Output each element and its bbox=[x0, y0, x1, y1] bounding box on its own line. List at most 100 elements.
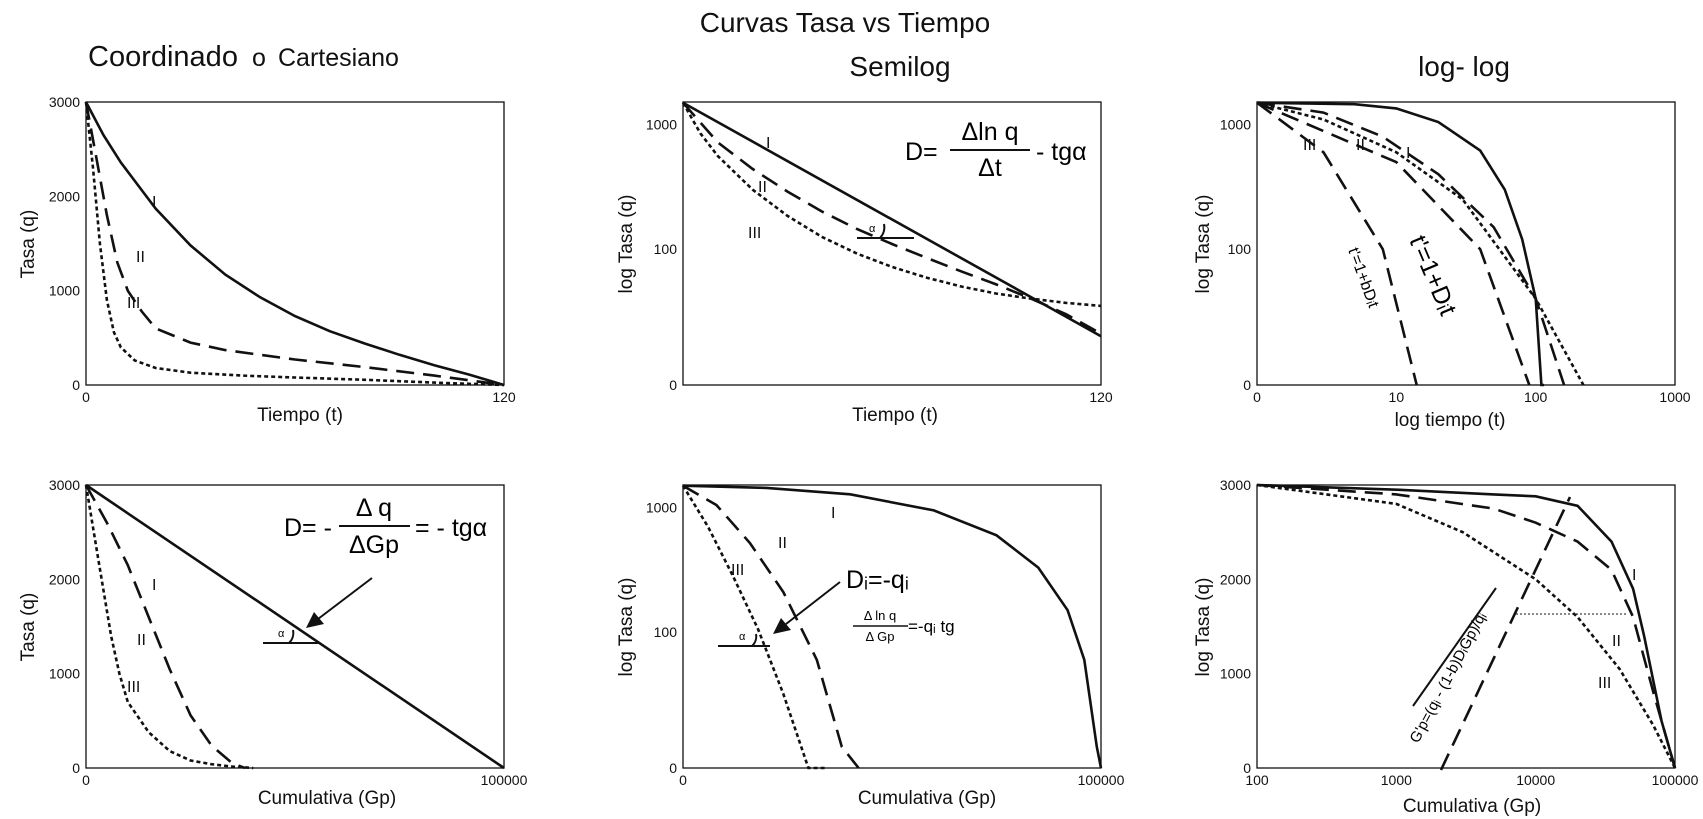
x-tick-label: 10 bbox=[1389, 389, 1405, 405]
curve-III bbox=[681, 102, 1102, 308]
alpha-symbol: α bbox=[869, 223, 876, 235]
panel-loglog-bottom: 100 1000 10000 100000 0 1000 2000 3000 I II III… bbox=[1193, 477, 1699, 817]
x-axis-label: Tiempo (t) bbox=[852, 405, 938, 426]
y-tick-label: 1000 bbox=[49, 666, 80, 682]
x-tick-label: 0 bbox=[679, 772, 687, 788]
formula-cart-bottom: D= - Δ q ΔGp = - tgα bbox=[284, 494, 487, 559]
plot-frame bbox=[682, 484, 1102, 769]
curve-III bbox=[1256, 483, 1677, 769]
panel-cartesian-bottom: 0 100000 0 1000 2000 3000 I II III α D= - Δ q… bbox=[18, 477, 528, 809]
formula-D: D= bbox=[905, 138, 938, 166]
alpha-arc bbox=[879, 223, 886, 239]
formula-tail: = - tgα bbox=[415, 514, 487, 542]
curve-I bbox=[682, 101, 1102, 338]
y-axis-label: Tasa (q) bbox=[18, 210, 39, 279]
curve-label-III: III bbox=[127, 295, 140, 312]
y-axis-label: log Tasa (q) bbox=[616, 195, 637, 294]
semilog-title: Semilog bbox=[849, 51, 950, 82]
curve-III bbox=[681, 485, 826, 770]
x-axis-label: Cumulativa (Gp) bbox=[1403, 796, 1541, 817]
plot-frame bbox=[85, 101, 505, 386]
curve-label-III: III bbox=[748, 225, 761, 242]
y-tick-label: 0 bbox=[72, 377, 80, 393]
x-tick-label: 120 bbox=[1089, 389, 1113, 405]
x-tick-label: 0 bbox=[82, 772, 90, 788]
curve-label-II: II bbox=[758, 179, 767, 196]
y-tick-label: 1000 bbox=[646, 500, 677, 516]
formula-loglog-bottom: G'p=(qᵢ - (1-b)DᵢGp)/qᵢ bbox=[1407, 610, 1490, 746]
x-tick-label: 0 bbox=[1253, 389, 1261, 405]
curve-II bbox=[1256, 483, 1677, 769]
panel-semilog-bottom: 0 100000 0 100 1000 I II III α Dᵢ=-qᵢ Δ ln q… bbox=[616, 484, 1125, 809]
main-title: Curvas Tasa vs Tiempo bbox=[700, 7, 991, 38]
cartesian-title-part2: Cartesiano bbox=[278, 44, 399, 72]
curve-label-III: III bbox=[1303, 137, 1316, 154]
x-tick-label: 100 bbox=[1245, 772, 1269, 788]
y-tick-label: 1000 bbox=[49, 283, 80, 299]
formula-num: Δln q bbox=[961, 118, 1018, 146]
x-tick-label: 10000 bbox=[1516, 772, 1555, 788]
arrow-shaft bbox=[785, 581, 841, 625]
diagonal-guide-line bbox=[1439, 496, 1572, 771]
panel-cartesian-top: 0 120 0 1000 2000 3000 I II III Tiempo (t) Ta… bbox=[18, 94, 516, 426]
plot-frame bbox=[1256, 101, 1676, 386]
y-tick-label: 0 bbox=[1243, 760, 1251, 776]
loglog-title: log- log bbox=[1418, 51, 1510, 82]
y-tick-label: 0 bbox=[1243, 377, 1251, 393]
curve-label-II: II bbox=[136, 249, 145, 266]
formula-D: D= - bbox=[284, 514, 332, 542]
alpha-symbol: α bbox=[739, 631, 746, 643]
y-axis-label: log Tasa (q) bbox=[1193, 578, 1214, 677]
x-tick-label: 100 bbox=[1524, 389, 1548, 405]
formula-den: Δ Gp bbox=[866, 629, 895, 644]
curve-I bbox=[1256, 483, 1677, 769]
arrow-head bbox=[773, 618, 791, 634]
y-tick-label: 100 bbox=[654, 624, 678, 640]
x-axis-label: Cumulativa (Gp) bbox=[258, 788, 396, 809]
curve-I bbox=[84, 101, 505, 387]
y-tick-label: 2000 bbox=[1220, 571, 1251, 587]
alpha-symbol: α bbox=[278, 628, 285, 640]
cartesian-title: Coordinado o Cartesiano bbox=[88, 41, 399, 73]
curve-label-II: II bbox=[1612, 633, 1621, 650]
y-tick-label: 100 bbox=[1228, 241, 1252, 257]
alpha-arc bbox=[751, 633, 758, 647]
curve-II bbox=[682, 484, 860, 769]
y-tick-label: 2000 bbox=[49, 571, 80, 587]
curve-label-I: I bbox=[766, 135, 770, 152]
curve-label-I: I bbox=[152, 194, 156, 211]
plot-frame bbox=[1256, 484, 1676, 769]
curve-I bbox=[85, 483, 505, 770]
formula-semilog-top: D= Δln q Δt - tgα bbox=[905, 118, 1087, 182]
curve-label-I: I bbox=[831, 505, 835, 522]
curve-II bbox=[682, 101, 1102, 335]
y-tick-label: 3000 bbox=[49, 94, 80, 110]
panel-semilog-top: 120 0 100 1000 I II III α D= Δln q Δt - tgα… bbox=[616, 101, 1113, 426]
y-axis-label: log Tasa (q) bbox=[616, 578, 637, 677]
formula-tail: =-qᵢ tg bbox=[908, 617, 955, 636]
y-axis-label: Tasa (q) bbox=[18, 593, 39, 662]
curve-III bbox=[1256, 101, 1585, 386]
curve-label-III: III bbox=[1598, 675, 1611, 692]
cartesian-title-part1: Coordinado bbox=[88, 41, 238, 73]
curve-label-I: I bbox=[1632, 567, 1636, 584]
x-tick-label: 100000 bbox=[1078, 772, 1125, 788]
arrow-head bbox=[306, 612, 324, 628]
x-tick-label: 100000 bbox=[1652, 772, 1699, 788]
curve-bdt bbox=[1256, 101, 1418, 386]
x-axis-label: log tiempo (t) bbox=[1395, 410, 1506, 431]
formula-num: Δ ln q bbox=[864, 608, 897, 623]
curve-III bbox=[84, 101, 505, 387]
x-tick-label: 1000 bbox=[1381, 772, 1412, 788]
y-tick-label: 3000 bbox=[1220, 477, 1251, 493]
x-axis-label: Tiempo (t) bbox=[257, 405, 343, 426]
panel-loglog-top: 0 10 100 1000 0 100 1000 I II III t'=1+bDᵢt t'… bbox=[1193, 101, 1691, 431]
formula-Di: Dᵢ=-qᵢ bbox=[846, 566, 909, 594]
curve-label-II: II bbox=[1356, 137, 1365, 154]
curve-II bbox=[84, 101, 505, 387]
formula-den: ΔGp bbox=[349, 531, 399, 559]
x-tick-label: 100000 bbox=[481, 772, 528, 788]
curve-label-III: III bbox=[731, 562, 744, 579]
curve-III bbox=[84, 484, 254, 770]
